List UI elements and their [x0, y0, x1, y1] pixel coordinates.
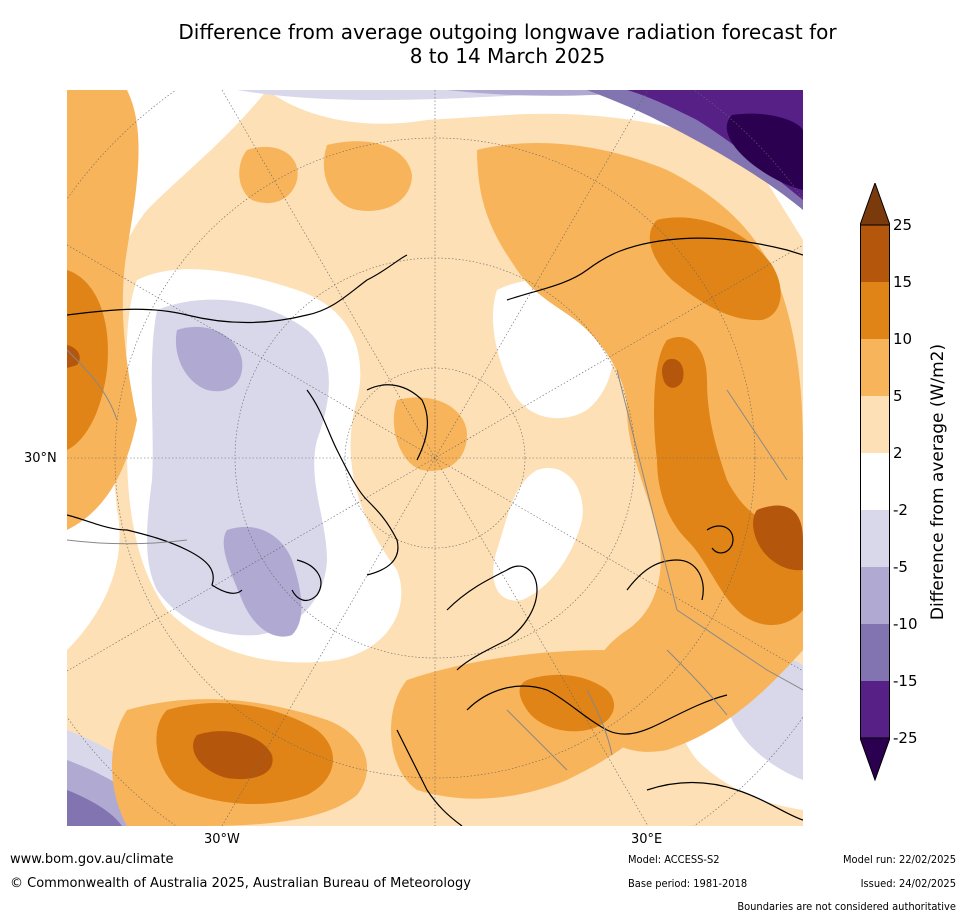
colorbar-band-m5-m10: [860, 567, 890, 624]
anomaly-m5-m10-regions: [67, 90, 667, 826]
colorbar-tick-m15: -15: [893, 672, 918, 690]
issued-date: Issued: 24/02/2025: [860, 877, 956, 890]
website-link[interactable]: www.bom.gov.au/climate: [10, 852, 174, 867]
colorbar-band-m2-m5: [860, 510, 890, 567]
lon-label-30w: 30°W: [204, 832, 240, 847]
model-run-date: Model run: 22/02/2025: [843, 853, 956, 866]
colorbar-scale: [859, 181, 891, 782]
olr-anomaly-map: [67, 90, 803, 826]
colorbar-tick-15: 15: [893, 273, 913, 291]
anomaly-15-25-regions: [67, 345, 803, 780]
colorbar-band-15-25: [860, 225, 890, 282]
colorbar-band-2-5: [860, 396, 890, 453]
country-boundaries: [67, 349, 803, 771]
lon-label-30e: 30°E: [631, 832, 663, 847]
colorbar-lower-extension: [859, 737, 891, 782]
lat-label-30n: 30°N: [24, 451, 57, 466]
graticule: [67, 90, 803, 826]
anomaly-lt-m25-regions: [726, 113, 803, 190]
boundaries-disclaimer: Boundaries are not considered authoritat…: [737, 900, 956, 913]
colorbar-tick-25: 25: [893, 216, 913, 234]
colorbar-tick-m2: -2: [893, 501, 908, 519]
base-period: Base period: 1981-2018: [628, 877, 748, 890]
colorbar-band-10-15: [860, 282, 890, 339]
colorbar-label: Difference from average (W/m2): [928, 343, 948, 621]
map-canvas: [67, 90, 803, 826]
colorbar-band-m10-m15: [860, 624, 890, 681]
colorbar-tick-m5: -5: [893, 558, 908, 576]
colorbar-tick-5: 5: [893, 387, 903, 405]
model-name: Model: ACCESS-S2: [628, 853, 720, 866]
colorbar-band-neutral: [860, 453, 890, 510]
title-line-1: Difference from average outgoing longwav…: [178, 20, 837, 44]
copyright-notice: © Commonwealth of Australia 2025, Austra…: [10, 876, 471, 891]
coastlines: [67, 237, 803, 826]
colorbar-tick-2: 2: [893, 444, 903, 462]
colorbar: [859, 181, 891, 782]
title-line-2: 8 to 14 March 2025: [409, 44, 606, 68]
colorbar-tick-10: 10: [893, 330, 913, 348]
colorbar-outline: [860, 224, 890, 739]
colorbar-upper-extension: [859, 181, 891, 226]
colorbar-tick-m10: -10: [893, 615, 918, 633]
colorbar-tick-m25: -25: [893, 729, 918, 747]
map-title: Difference from average outgoing longwav…: [100, 20, 915, 68]
colorbar-band-m15-m25: [860, 681, 890, 738]
colorbar-band-5-10: [860, 339, 890, 396]
